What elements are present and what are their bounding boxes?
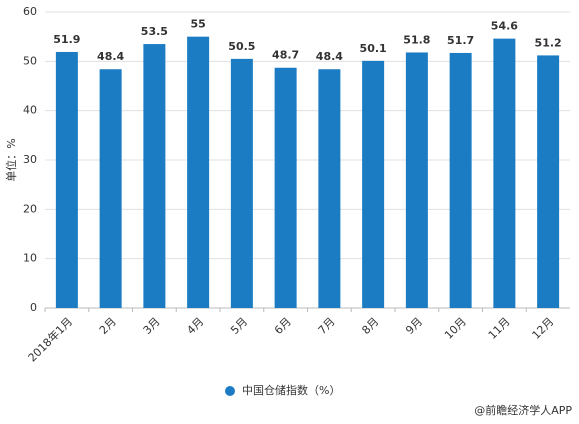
value-label: 55 <box>190 18 205 31</box>
bar <box>449 52 472 308</box>
y-tick-label: 20 <box>23 202 37 215</box>
value-label: 50.1 <box>360 42 387 55</box>
y-tick-label: 0 <box>30 301 37 314</box>
bar <box>493 38 516 308</box>
bar <box>362 60 385 309</box>
legend-label: 中国仓储指数（%） <box>242 383 340 397</box>
x-tick-label: 3月 <box>141 315 163 337</box>
value-label: 53.5 <box>141 25 168 38</box>
x-tick-label: 9月 <box>403 315 425 337</box>
bar <box>143 44 166 309</box>
x-tick-label: 12月 <box>529 315 556 342</box>
y-tick-label: 30 <box>23 153 37 166</box>
y-tick-label: 10 <box>23 252 37 265</box>
x-tick-label: 8月 <box>359 315 381 337</box>
value-label: 51.9 <box>53 33 80 46</box>
bar <box>230 58 253 308</box>
x-tick-label: 2018年1月 <box>25 314 75 364</box>
legend-marker <box>225 386 235 396</box>
y-tick-label: 50 <box>23 54 37 67</box>
x-tick-label: 10月 <box>442 315 469 342</box>
bar <box>537 55 560 309</box>
bar <box>99 69 122 308</box>
x-tick-label: 7月 <box>316 315 338 337</box>
x-tick-label: 2月 <box>97 315 119 337</box>
bar <box>274 67 297 308</box>
bar <box>318 69 341 308</box>
y-axis-label: 单位：% <box>4 138 18 181</box>
value-label: 48.4 <box>316 50 343 63</box>
source: @前瞻经济学人APP <box>474 403 572 417</box>
value-label: 50.5 <box>228 40 255 53</box>
x-tick-label: 6月 <box>272 315 294 337</box>
value-label: 54.6 <box>491 20 518 33</box>
value-label: 51.7 <box>447 34 474 47</box>
x-tick-label: 4月 <box>184 315 206 337</box>
y-tick-label: 40 <box>23 104 37 117</box>
bar <box>405 52 428 308</box>
x-tick-label: 5月 <box>228 315 250 337</box>
y-tick-label: 60 <box>23 5 37 18</box>
x-tick-label: 11月 <box>486 315 513 342</box>
value-label: 48.4 <box>97 50 124 63</box>
value-label: 48.7 <box>272 49 299 62</box>
bar <box>55 51 78 309</box>
value-label: 51.2 <box>535 36 562 49</box>
value-label: 51.8 <box>403 33 430 46</box>
bar <box>187 36 210 309</box>
